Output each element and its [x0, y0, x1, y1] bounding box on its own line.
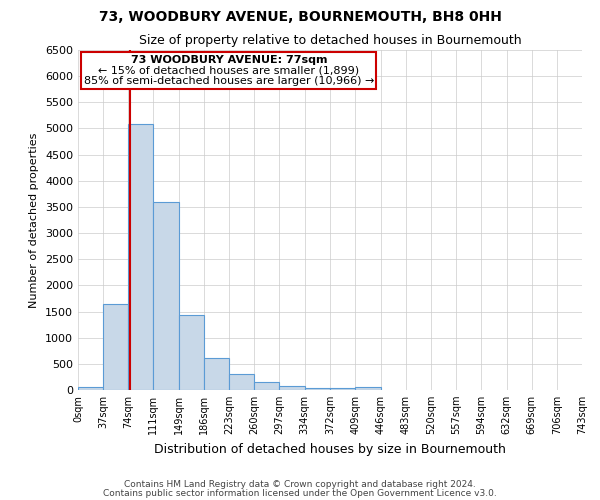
Bar	[305, 388, 331, 390]
FancyBboxPatch shape	[82, 52, 376, 89]
Bar	[179, 315, 204, 390]
Bar	[103, 304, 128, 390]
Text: Contains public sector information licensed under the Open Government Licence v3: Contains public sector information licen…	[103, 488, 497, 498]
X-axis label: Distribution of detached houses by size in Bournemouth: Distribution of detached houses by size …	[154, 442, 506, 456]
Bar	[331, 388, 355, 390]
Title: Size of property relative to detached houses in Bournemouth: Size of property relative to detached ho…	[139, 34, 521, 48]
Bar	[204, 358, 229, 390]
Y-axis label: Number of detached properties: Number of detached properties	[29, 132, 40, 308]
Bar	[280, 386, 305, 390]
Bar	[153, 202, 179, 390]
Bar	[355, 388, 380, 390]
Text: 73, WOODBURY AVENUE, BOURNEMOUTH, BH8 0HH: 73, WOODBURY AVENUE, BOURNEMOUTH, BH8 0H…	[98, 10, 502, 24]
Bar	[78, 388, 103, 390]
Text: Contains HM Land Registry data © Crown copyright and database right 2024.: Contains HM Land Registry data © Crown c…	[124, 480, 476, 489]
Text: 73 WOODBURY AVENUE: 77sqm: 73 WOODBURY AVENUE: 77sqm	[131, 55, 327, 65]
Text: ← 15% of detached houses are smaller (1,899): ← 15% of detached houses are smaller (1,…	[98, 66, 359, 76]
Bar	[128, 124, 153, 390]
Text: 85% of semi-detached houses are larger (10,966) →: 85% of semi-detached houses are larger (…	[84, 76, 374, 86]
Bar	[229, 374, 254, 390]
Bar	[254, 382, 280, 390]
